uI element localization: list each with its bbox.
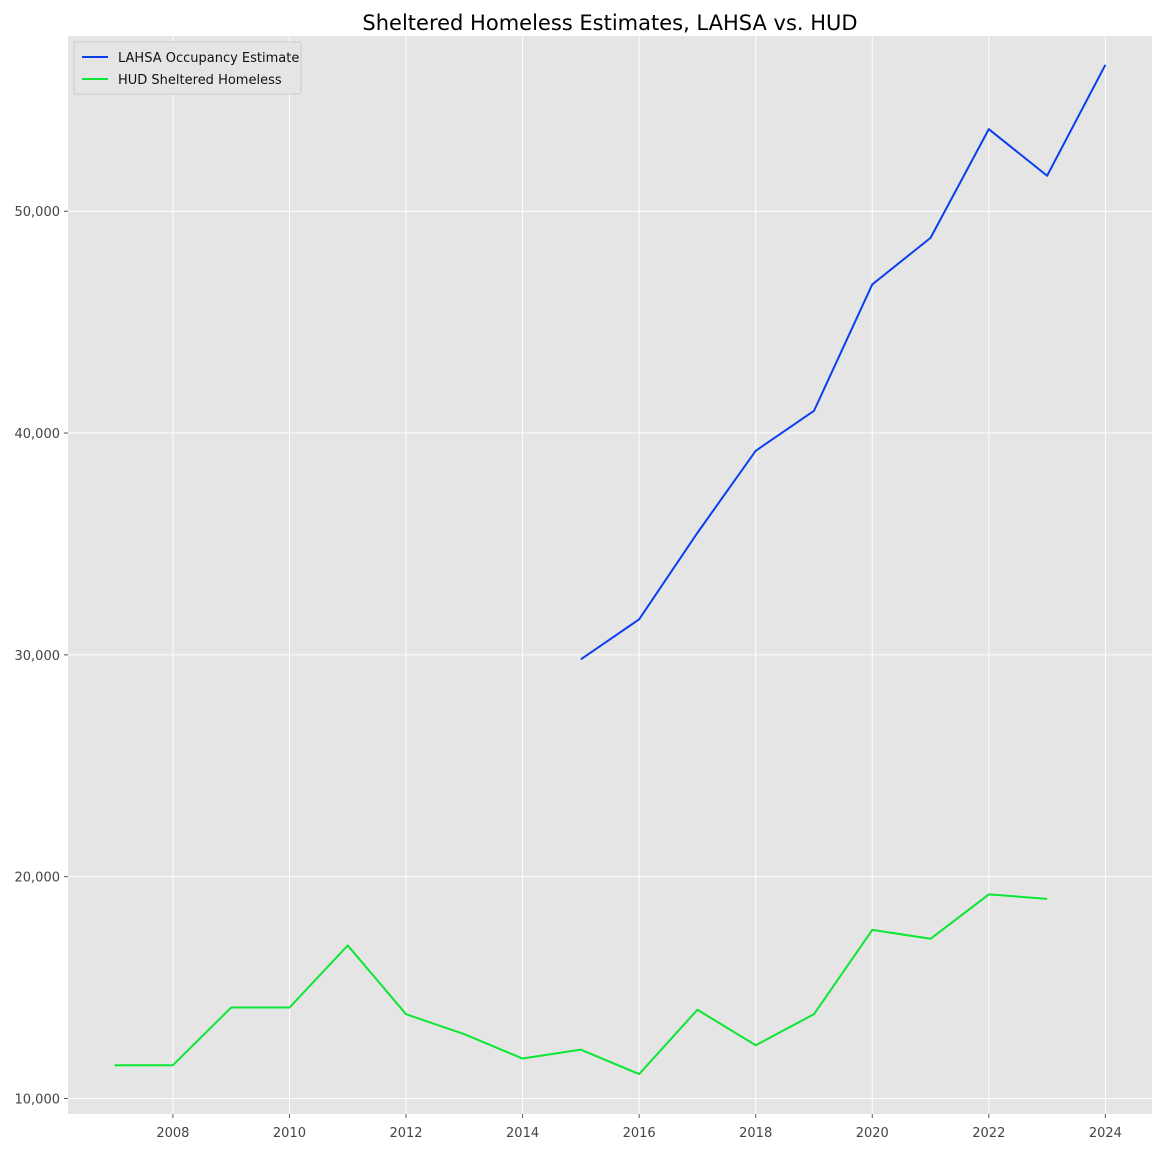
chart-title: Sheltered Homeless Estimates, LAHSA vs. …: [362, 11, 857, 35]
plot-area: [68, 36, 1152, 1114]
x-tick-label: 2012: [389, 1126, 422, 1141]
legend-box: [73, 41, 302, 95]
series-line-lahsa: [580, 64, 1107, 661]
y-tick-label: 40,000: [15, 427, 61, 442]
y-tick-label: 10,000: [15, 1092, 61, 1107]
y-tick-label: 20,000: [15, 871, 61, 886]
gridlines: [68, 36, 1152, 1114]
y-tick-label: 50,000: [15, 205, 61, 220]
x-tick-label: 2018: [739, 1126, 772, 1141]
legend-label-hud: HUD Sheltered Homeless: [118, 73, 282, 88]
x-tick-label: 2010: [273, 1126, 306, 1141]
series-line-hud: [114, 893, 1048, 1076]
y-axis: 10,000 20,000 30,000 40,000 50,000: [15, 205, 68, 1107]
y-tick-label: 30,000: [15, 649, 61, 664]
series-group: [114, 64, 1107, 1076]
x-axis: 2008 2010 2012 2014 2016 2018 2020 2022 2024: [156, 1114, 1122, 1141]
legend-label-lahsa: LAHSA Occupancy Estimate: [118, 51, 299, 66]
x-tick-label: 2014: [506, 1126, 539, 1141]
legend: LAHSA Occupancy Estimate HUD Sheltered H…: [73, 41, 302, 95]
x-tick-label: 2008: [156, 1126, 189, 1141]
x-tick-label: 2022: [972, 1126, 1005, 1141]
x-tick-label: 2016: [623, 1126, 656, 1141]
x-tick-label: 2024: [1089, 1126, 1122, 1141]
x-tick-label: 2020: [856, 1126, 889, 1141]
